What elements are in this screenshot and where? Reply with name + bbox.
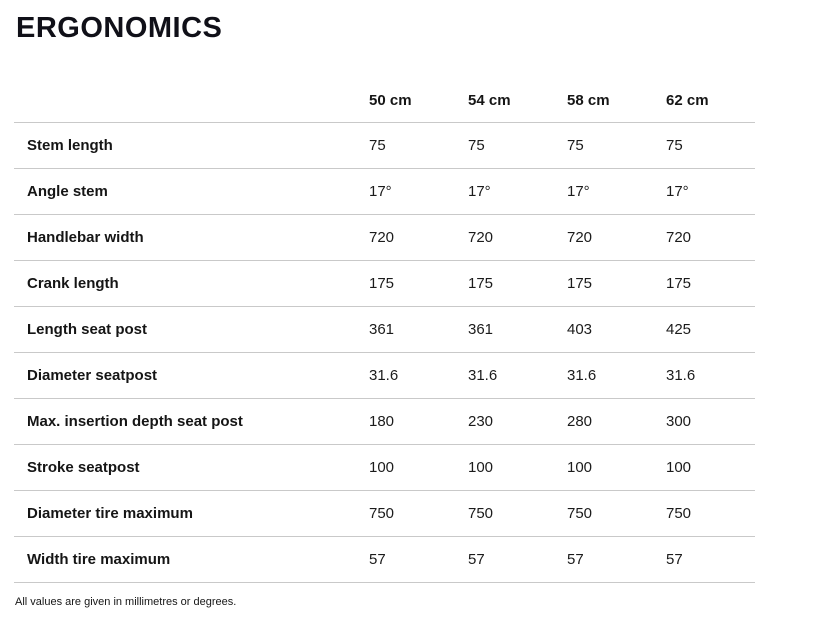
spec-value: 750 [468,504,494,522]
spec-value: 75 [666,136,683,154]
spec-value: 720 [666,228,692,246]
size-column-header: 62 cm [666,92,709,110]
spec-label: Diameter seatpost [27,366,158,384]
spec-row: Diameter tire maximum 750 750 750 750 [14,490,755,536]
spec-row: Stem length 75 75 75 75 [14,122,755,168]
spec-label: Stroke seatpost [27,458,140,476]
spec-value: 31.6 [666,366,696,384]
spec-value: 750 [666,504,692,522]
spec-value: 403 [567,320,593,338]
size-column-header: 50 cm [369,92,412,110]
spec-row: Handlebar width 720 720 720 720 [14,214,755,260]
spec-value: 425 [666,320,692,338]
spec-value: 180 [369,412,395,430]
spec-value: 300 [666,412,692,430]
spec-label: Length seat post [27,320,148,338]
spec-value: 280 [567,412,593,430]
header-row: 50 cm 54 cm 58 cm 62 cm [14,80,755,122]
spec-value: 750 [567,504,593,522]
spec-label: Width tire maximum [27,550,171,568]
spec-value: 57 [666,550,683,568]
spec-value: 720 [567,228,593,246]
spec-value: 720 [468,228,494,246]
spec-row: Width tire maximum 57 57 57 57 [14,536,755,582]
spec-value: 175 [369,274,395,292]
spec-value: 31.6 [567,366,597,384]
spec-value: 175 [666,274,692,292]
spec-value: 75 [468,136,485,154]
spec-value: 17° [468,182,491,200]
spec-value: 57 [468,550,485,568]
spec-label: Angle stem [27,182,108,200]
size-column-header: 58 cm [567,92,610,110]
spec-value: 57 [567,550,584,568]
spec-value: 100 [666,458,692,476]
ergonomics-page: ERGONOMICS 50 cm 54 cm 58 cm 62 cm Stem len… [0,10,832,628]
footnote: All values are given in millimetres or d… [15,595,237,608]
size-column-header: 54 cm [468,92,511,110]
corner-cell [14,80,356,122]
spec-value: 175 [468,274,494,292]
spec-value: 175 [567,274,593,292]
spec-value: 230 [468,412,494,430]
spec-value: 100 [567,458,593,476]
spec-value: 17° [666,182,689,200]
spec-value: 17° [567,182,590,200]
spec-row: Diameter seatpost 31.6 31.6 31.6 31.6 [14,352,755,398]
spec-label: Handlebar width [27,228,144,246]
spec-value: 17° [369,182,392,200]
spec-value: 31.6 [468,366,498,384]
spec-value: 750 [369,504,395,522]
spec-value: 100 [468,458,494,476]
spec-row: Angle stem 17° 17° 17° 17° [14,168,755,214]
spec-label: Diameter tire maximum [27,504,193,522]
spec-value: 75 [369,136,386,154]
spec-row: Length seat post 361 361 403 425 [14,306,755,352]
spec-value: 57 [369,550,386,568]
spec-row: Crank length 175 175 175 175 [14,260,755,306]
spec-value: 31.6 [369,366,399,384]
spec-row: Max. insertion depth seat post 180 230 280 3… [14,398,755,444]
spec-value: 720 [369,228,395,246]
spec-value: 361 [468,320,494,338]
spec-label: Max. insertion depth seat post [27,412,243,430]
spec-value: 100 [369,458,395,476]
ergonomics-table: 50 cm 54 cm 58 cm 62 cm Stem length 75 75 75 75… [14,80,755,583]
spec-label: Stem length [27,136,113,154]
spec-value: 361 [369,320,395,338]
spec-row: Stroke seatpost 100 100 100 100 [14,444,755,490]
page-title: ERGONOMICS [16,12,223,44]
spec-value: 75 [567,136,584,154]
spec-label: Crank length [27,274,119,292]
